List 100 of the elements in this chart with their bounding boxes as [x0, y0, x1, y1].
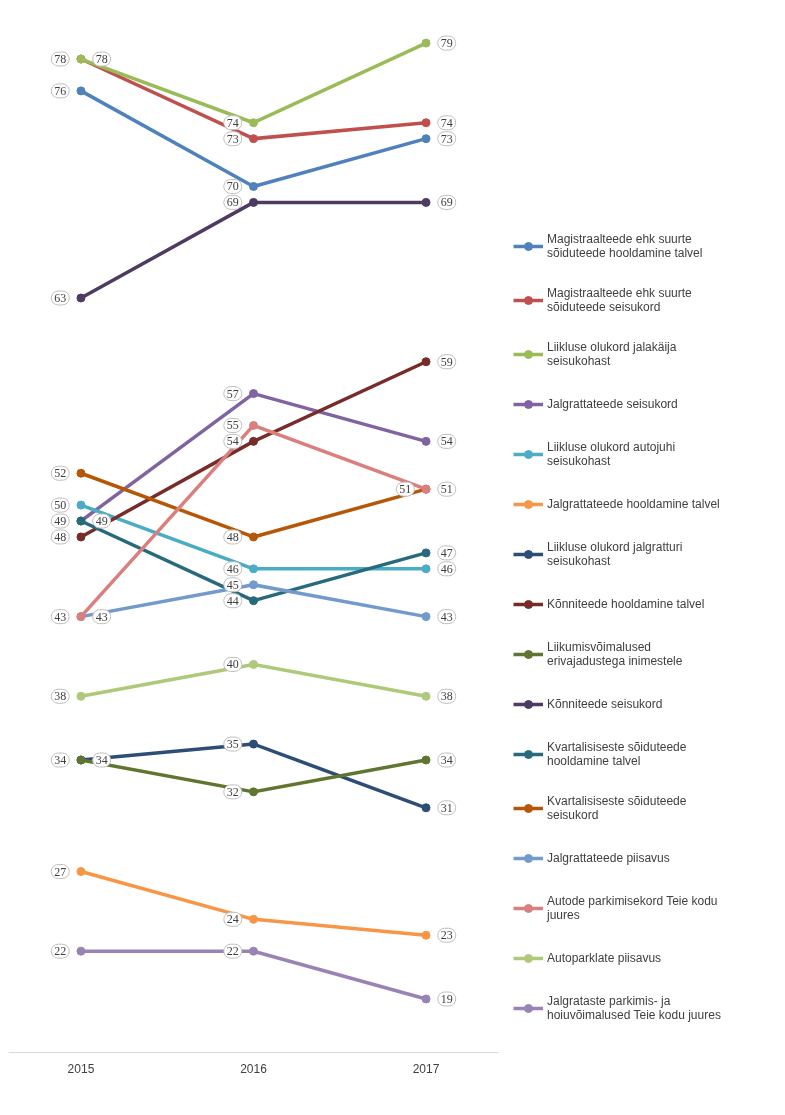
- point: [249, 739, 258, 749]
- point: [249, 420, 258, 430]
- point: [249, 596, 258, 606]
- data-label: 38: [440, 689, 453, 704]
- point: [76, 500, 86, 510]
- data-label: 43: [440, 609, 453, 624]
- point: [249, 659, 258, 669]
- data-label: 40: [226, 657, 239, 672]
- data-label: 76: [54, 83, 67, 98]
- point: [76, 468, 86, 478]
- legend-label: Jalgrataste parkimis- ja hoiuvõimalused Teie kodu juures: [547, 994, 721, 1022]
- point: [249, 389, 258, 399]
- point: [421, 436, 431, 446]
- point: [249, 197, 258, 207]
- point: [421, 548, 431, 558]
- legend-label: Magistraalteede ehk suurte sõiduteede seisukord: [547, 286, 692, 314]
- data-label: 54: [440, 434, 453, 449]
- data-label: 50: [54, 498, 67, 513]
- data-label: 69: [226, 195, 239, 210]
- data-label: 43: [95, 609, 108, 624]
- data-label: 63: [54, 290, 67, 305]
- data-label: 78: [54, 52, 67, 67]
- point: [76, 867, 86, 877]
- data-label: 34: [95, 753, 108, 767]
- point: [421, 357, 431, 367]
- legend-label: Kvartalisiseste sõiduteede seisukord: [547, 794, 687, 822]
- data-label: 57: [226, 386, 239, 401]
- data-label: 45: [226, 577, 239, 592]
- point: [249, 946, 258, 956]
- data-label: 44: [226, 593, 239, 608]
- data-label: 74: [440, 115, 453, 130]
- data-label: 31: [440, 800, 453, 815]
- data-label: 19: [440, 991, 453, 1006]
- data-label: 55: [226, 418, 239, 433]
- point: [249, 564, 258, 574]
- data-label: 22: [54, 944, 67, 959]
- data-label: 49: [54, 514, 67, 529]
- data-label: 34: [440, 753, 453, 767]
- legend-label: Jalgrattateede piisavus: [547, 851, 670, 865]
- legend-label: Jalgrattateede seisukord: [547, 397, 678, 411]
- data-label: 47: [440, 545, 453, 560]
- point: [76, 86, 86, 96]
- data-label: 27: [54, 864, 67, 879]
- data-label: 52: [54, 466, 67, 481]
- data-label: 69: [440, 195, 453, 210]
- data-label: 54: [226, 434, 239, 449]
- data-label: 78: [95, 52, 108, 67]
- point: [421, 197, 431, 207]
- data-label: 24: [226, 912, 239, 927]
- legend-label: Liikumisvõimalused erivajadustega inimestele: [547, 640, 683, 668]
- point: [249, 580, 258, 590]
- data-label: 74: [226, 115, 239, 130]
- data-label: 38: [54, 689, 67, 704]
- point: [249, 118, 258, 128]
- legend-label: Jalgrattateede hooldamine talvel: [547, 497, 720, 511]
- data-label: 48: [54, 529, 67, 544]
- data-label: 51: [399, 482, 412, 497]
- point: [76, 946, 86, 956]
- point: [421, 691, 431, 701]
- point: [421, 930, 431, 940]
- point: [249, 436, 258, 446]
- data-label: 22: [226, 944, 239, 959]
- x-tick-label: 2015: [67, 1061, 95, 1076]
- point: [76, 691, 86, 701]
- legend-label: Liikluse olukord jalakäija seisukohast: [547, 340, 677, 368]
- point: [249, 181, 258, 191]
- legend-label: Kõnniteede seisukord: [547, 697, 663, 711]
- point: [421, 564, 431, 574]
- data-label: 51: [440, 482, 453, 497]
- point: [76, 293, 86, 303]
- point: [421, 118, 431, 128]
- point: [421, 134, 431, 144]
- legend-label: Autoparklate piisavus: [547, 951, 662, 965]
- point: [421, 994, 431, 1004]
- point: [421, 38, 431, 48]
- data-label: 48: [226, 529, 239, 544]
- point: [76, 532, 86, 542]
- data-label: 73: [226, 131, 239, 146]
- point: [421, 612, 431, 622]
- data-label: 32: [226, 784, 239, 799]
- x-tick-label: 2016: [240, 1061, 268, 1076]
- point: [249, 134, 258, 144]
- data-label: 23: [440, 928, 453, 943]
- data-label: 34: [54, 753, 67, 767]
- data-label: 73: [440, 131, 453, 146]
- legend-label: Autode parkimisekord Teie kodu juures: [547, 894, 718, 922]
- legend-label: Kvartalisiseste sõiduteede hooldamine talvel: [547, 740, 687, 768]
- data-label: 43: [54, 609, 67, 624]
- data-label: 70: [226, 179, 239, 194]
- legend-label: Liikluse olukord autojuhi seisukohast: [547, 440, 676, 468]
- data-label: 79: [440, 36, 453, 51]
- legend-label: Liikluse olukord jalgratturi seisukohast: [547, 540, 683, 568]
- data-label: 49: [95, 514, 108, 529]
- point: [249, 532, 258, 542]
- point: [421, 755, 431, 765]
- point: [249, 914, 258, 924]
- data-label: 46: [226, 561, 239, 576]
- x-tick-label: 2017: [412, 1061, 440, 1076]
- point: [249, 787, 258, 797]
- data-label: 35: [226, 737, 239, 752]
